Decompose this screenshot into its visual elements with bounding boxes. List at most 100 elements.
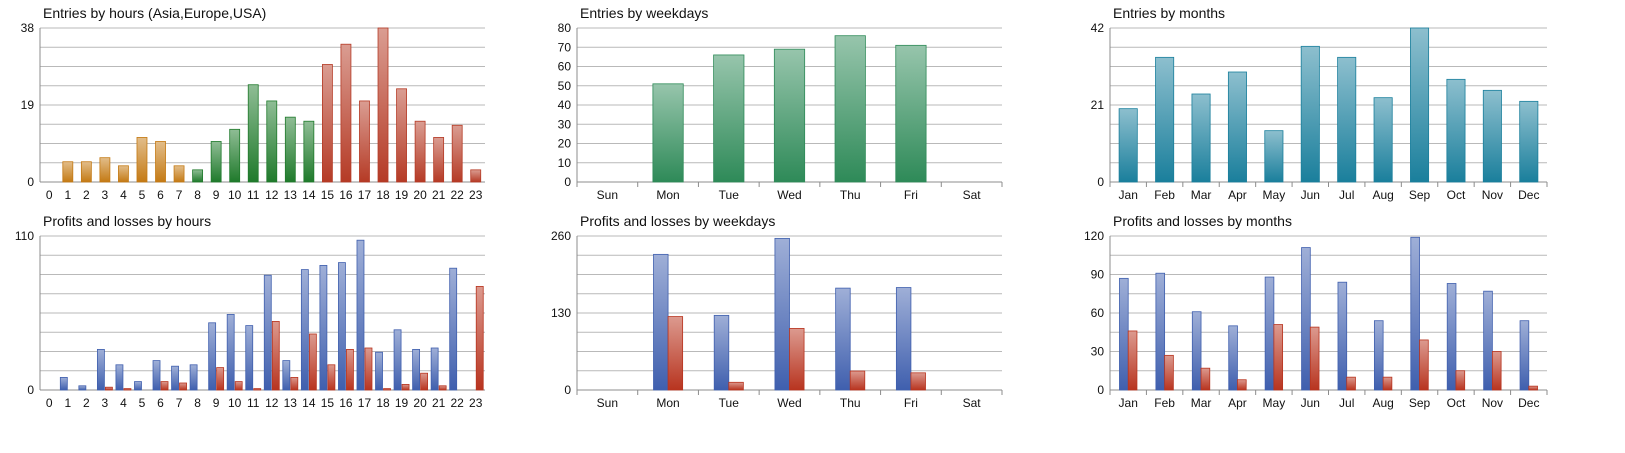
chart-pl_weekdays: Profits and losses by weekdays 0 130 260 Sun… <box>551 213 1003 410</box>
x-tick-label: May <box>1263 188 1286 202</box>
y-tick-label: 0 <box>27 175 34 189</box>
bar <box>1373 97 1393 183</box>
bar <box>834 35 866 183</box>
profit-bar <box>319 264 328 391</box>
profit-bar <box>152 360 161 391</box>
profit-bar <box>134 381 142 391</box>
profit-bar <box>263 274 272 391</box>
x-tick-label: Tue <box>719 396 740 410</box>
x-tick-label: Jul <box>1339 188 1354 202</box>
x-tick-label: 0 <box>46 188 53 202</box>
profit-bar <box>449 267 458 391</box>
chart-title: Entries by months <box>1113 5 1225 21</box>
x-tick-label: 19 <box>395 188 409 202</box>
x-tick-label: 2 <box>83 188 90 202</box>
bar <box>229 128 241 183</box>
y-tick-label: 50 <box>558 79 572 93</box>
x-tick-label: 8 <box>194 396 201 410</box>
loss-bar <box>420 372 429 391</box>
loss-bar <box>253 388 262 391</box>
loss-bar <box>290 376 299 391</box>
x-tick-label: 4 <box>120 188 127 202</box>
x-tick-label: 12 <box>265 188 279 202</box>
y-tick-label: 110 <box>15 229 34 243</box>
y-tick-label: 0 <box>27 383 34 397</box>
chart-entries_weekdays: Entries by weekdays 0 10 20 30 40 50 60 70 80 Sun M… <box>558 5 1003 202</box>
bar <box>377 27 389 183</box>
chart-pl_months: Profits and losses by months 0 30 60 90 120 Ja… <box>1084 213 1548 410</box>
profit-bar <box>245 325 254 391</box>
bar <box>136 137 148 183</box>
profit-bar <box>1264 276 1275 391</box>
x-tick-label: 23 <box>469 188 483 202</box>
y-tick-label: 120 <box>1084 229 1104 243</box>
x-tick-label: 5 <box>139 396 146 410</box>
loss-bar <box>789 327 805 391</box>
x-tick-label: Feb <box>1154 188 1175 202</box>
profit-bar <box>393 329 402 391</box>
bar <box>470 169 482 183</box>
x-tick-label: 10 <box>228 188 242 202</box>
x-tick-label: 19 <box>395 396 409 410</box>
loss-bar <box>234 381 243 391</box>
loss-bar <box>1419 339 1429 391</box>
bar <box>713 54 745 183</box>
loss-bar <box>308 333 317 391</box>
profit-bar <box>115 364 124 391</box>
x-tick-label: Wed <box>777 188 801 202</box>
x-tick-label: Jan <box>1119 396 1138 410</box>
y-tick-label: 0 <box>564 383 571 397</box>
x-tick-label: Sat <box>963 188 982 202</box>
y-tick-label: 0 <box>1097 175 1104 189</box>
x-tick-label: Sep <box>1409 188 1431 202</box>
loss-bar <box>327 364 336 391</box>
bar <box>1155 56 1175 183</box>
profit-bar <box>282 360 291 391</box>
profit-bar <box>1228 325 1238 391</box>
profit-bar <box>78 385 87 391</box>
x-tick-label: Apr <box>1228 188 1247 202</box>
chart-title: Entries by hours (Asia,Europe,USA) <box>43 5 266 21</box>
loss-bar <box>1528 385 1538 391</box>
bar <box>414 120 426 183</box>
profit-bar <box>338 262 346 391</box>
profit-bar <box>1191 311 1202 391</box>
bar <box>773 48 806 183</box>
x-tick-label: 21 <box>432 396 446 410</box>
chart-entries_hours: Entries by hours (Asia,Europe,USA)019380… <box>21 5 485 202</box>
x-tick-label: Fri <box>904 188 918 202</box>
profit-bar <box>895 287 912 391</box>
loss-bar <box>1237 379 1247 391</box>
bar <box>1337 56 1357 183</box>
x-tick-label: 7 <box>176 188 183 202</box>
profit-bar <box>1119 277 1129 391</box>
x-tick-label: Oct <box>1447 396 1466 410</box>
y-tick-label: 40 <box>558 98 572 112</box>
bar <box>266 100 278 183</box>
loss-bar <box>1455 370 1466 391</box>
profit-bar <box>412 348 421 391</box>
bar <box>321 64 333 183</box>
profit-bar <box>1155 272 1166 391</box>
x-tick-label: 16 <box>339 396 353 410</box>
loss-bar <box>438 385 447 391</box>
y-tick-label: 20 <box>558 137 572 151</box>
profit-bar <box>59 376 68 391</box>
bar <box>1227 71 1247 183</box>
bar <box>1446 78 1466 183</box>
x-tick-label: Oct <box>1447 188 1466 202</box>
x-tick-label: Wed <box>777 396 801 410</box>
x-tick-label: Aug <box>1372 188 1393 202</box>
x-tick-label: Thu <box>840 188 861 202</box>
bar <box>284 116 296 183</box>
loss-bar <box>401 383 410 391</box>
x-tick-label: Jul <box>1339 396 1354 410</box>
x-tick-label: 20 <box>413 396 427 410</box>
x-tick-label: 9 <box>213 396 220 410</box>
profit-bar <box>189 364 198 391</box>
x-tick-label: Jan <box>1119 188 1138 202</box>
y-tick-label: 42 <box>1091 21 1105 35</box>
x-tick-label: 1 <box>64 188 71 202</box>
loss-bar <box>475 285 484 391</box>
